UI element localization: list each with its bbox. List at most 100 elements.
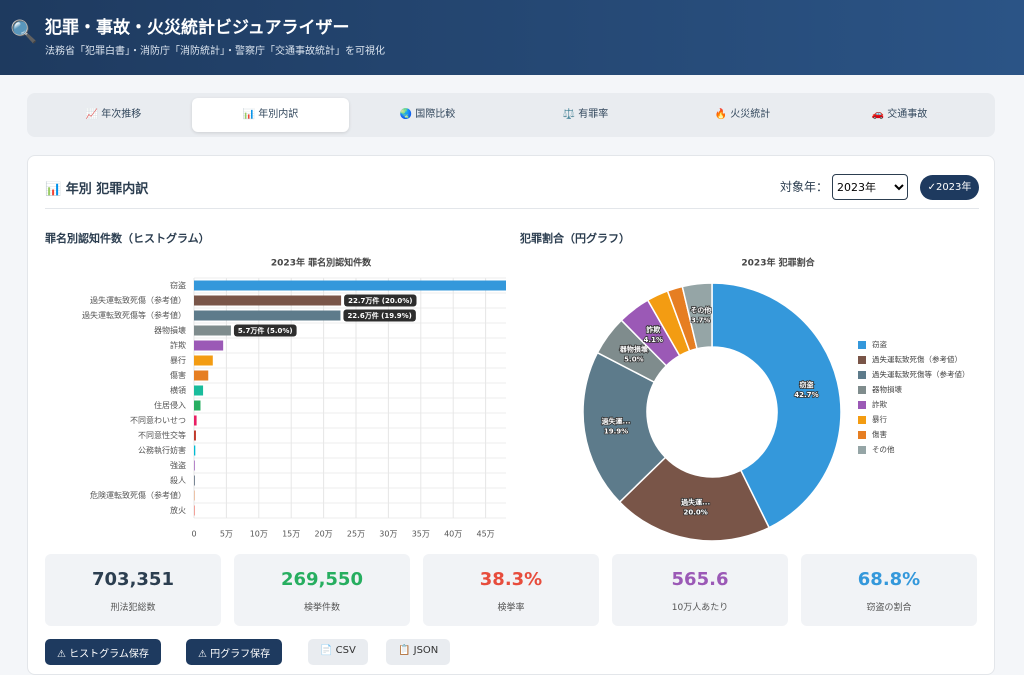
section-heading: 罪名別認知件数（ヒストグラム） (45, 230, 210, 246)
bar (194, 386, 203, 396)
chart-title: 2023年 犯罪割合 (741, 257, 815, 269)
y-tick-label: 器物損壊 (154, 325, 186, 335)
slice-label: その他 (690, 306, 711, 315)
header: 🔍 犯罪・事故・火災統計ビジュアライザー 法務省「犯罪白書」・消防庁「消防統計」… (0, 0, 1024, 75)
stat-label: 窃盗の割合 (801, 600, 977, 613)
legend-label: 過失運転致死傷等（参考値） (872, 369, 970, 379)
stat-value: 703,351 (45, 569, 221, 590)
export-button[interactable]: 📋 JSON (386, 639, 450, 665)
tab-active[interactable]: 📊 年別内訳 (192, 98, 349, 132)
header-icon: 🔍 (10, 20, 37, 45)
slice-label: 過失運... (680, 498, 710, 507)
y-tick-label: 強盗 (170, 460, 186, 470)
legend-label: 窃盗 (872, 339, 887, 349)
divider (45, 208, 979, 209)
year-button[interactable]: ✓2023年 (920, 175, 979, 200)
stat-value: 269,550 (234, 569, 410, 590)
stat-card: 269,550 検挙件数 (234, 554, 410, 626)
panel-title: 📊 年別 犯罪内訳 (45, 178, 148, 197)
bar (194, 326, 231, 336)
stat-value: 565.6 (612, 569, 788, 590)
legend-label: その他 (872, 444, 895, 454)
y-tick-label: 不同意性交等 (138, 430, 186, 440)
header-subtitle: 法務省「犯罪白書」・消防庁「消防統計」・警察庁「交通事故統計」を可視化 (45, 42, 385, 57)
legend-swatch (858, 431, 866, 439)
bar (194, 401, 200, 411)
tab[interactable]: 🔥 火災統計 (664, 98, 821, 132)
stat-value: 68.8% (801, 569, 977, 590)
save-button[interactable]: ⚠ 円グラフ保存 (186, 639, 282, 665)
header-title: 犯罪・事故・火災統計ビジュアライザー (45, 13, 349, 38)
save-button[interactable]: ⚠ ヒストグラム保存 (45, 639, 161, 665)
y-tick-label: 横領 (170, 385, 186, 395)
bar (194, 371, 208, 381)
bar (194, 506, 195, 516)
legend-label: 傷害 (872, 429, 887, 439)
legend-label: 器物損壊 (872, 384, 902, 394)
export-button[interactable]: 📄 CSV (308, 639, 368, 665)
legend-swatch (858, 416, 866, 424)
tab-bar: 📈 年次推移 📊 年別内訳 🌏 国際比較 ⚖️ 有罪率 🔥 火災統計 🚗 交通事… (27, 93, 995, 137)
y-tick-label: 住居侵入 (154, 400, 186, 410)
bar (194, 281, 506, 291)
slice-value: 42.7% (794, 391, 818, 399)
x-tick-label: 35万 (412, 530, 430, 539)
legend-label: 暴行 (872, 414, 887, 424)
slice-value: 20.0% (683, 509, 707, 517)
tab[interactable]: 📈 年次推移 (35, 98, 192, 132)
tab[interactable]: 🚗 交通事故 (821, 98, 978, 132)
x-tick-label: 15万 (282, 530, 300, 539)
stat-card: 68.8% 窃盗の割合 (801, 554, 977, 626)
legend-swatch (858, 446, 866, 454)
stat-label: 検挙率 (423, 600, 599, 613)
section-heading: 犯罪割合（円グラフ） (520, 230, 630, 246)
legend-swatch (858, 371, 866, 379)
y-tick-label: 公務執行妨害 (138, 445, 186, 455)
slice-label: 過失運... (601, 416, 631, 425)
bar (194, 476, 195, 486)
y-tick-label: 放火 (170, 505, 186, 515)
bar (194, 311, 340, 321)
bar (194, 356, 213, 366)
y-tick-label: 危険運転致死傷（参考値） (90, 490, 186, 500)
slice-value: 3.7% (691, 317, 710, 325)
y-tick-label: 不同意わいせつ (130, 415, 186, 425)
x-tick-label: 5万 (220, 530, 233, 539)
legend-swatch (858, 356, 866, 364)
stat-card: 703,351 刑法犯総数 (45, 554, 221, 626)
page: {"header":{"icon":"🔍","title":"犯罪・事故・火災統… (0, 0, 1024, 654)
tab[interactable]: 🌏 国際比較 (349, 98, 506, 132)
slice-label: 器物損壊 (619, 344, 649, 353)
x-tick-label: 30万 (379, 530, 397, 539)
slice-value: 5.0% (624, 355, 643, 363)
y-tick-label: 殺人 (170, 475, 186, 485)
legend-label: 詐欺 (872, 399, 887, 409)
stat-value: 38.3% (423, 569, 599, 590)
value-label: 22.7万件 (20.0%) (348, 296, 412, 305)
slice-label: 詐欺 (646, 325, 660, 334)
stat-label: 検挙件数 (234, 600, 410, 613)
x-tick-label: 0 (191, 530, 196, 539)
slice-value: 4.1% (644, 336, 663, 344)
value-label: 22.6万件 (19.9%) (347, 311, 411, 320)
legend-label: 過失運転致死傷（参考値） (872, 354, 962, 364)
y-tick-label: 窃盗 (170, 280, 186, 290)
legend-swatch (858, 341, 866, 349)
y-tick-label: 過失運転致死傷（参考値） (90, 295, 186, 305)
tab[interactable]: ⚖️ 有罪率 (507, 98, 664, 132)
slice-label: 窃盗 (799, 380, 813, 389)
bar (194, 341, 223, 351)
year-select[interactable]: 2023年 (832, 174, 908, 200)
x-tick-label: 25万 (347, 530, 365, 539)
panel: 📊 年別 犯罪内訳 対象年： 2023年 ✓2023年 罪名別認知件数（ヒストグ… (27, 155, 995, 675)
y-tick-label: 傷害 (170, 370, 186, 380)
bar (194, 461, 195, 471)
slice-value: 19.9% (604, 427, 628, 435)
bar (194, 431, 196, 441)
x-tick-label: 45万 (477, 530, 495, 539)
chart-title: 2023年 罪名別認知件数 (271, 257, 372, 269)
stat-label: 刑法犯総数 (45, 600, 221, 613)
